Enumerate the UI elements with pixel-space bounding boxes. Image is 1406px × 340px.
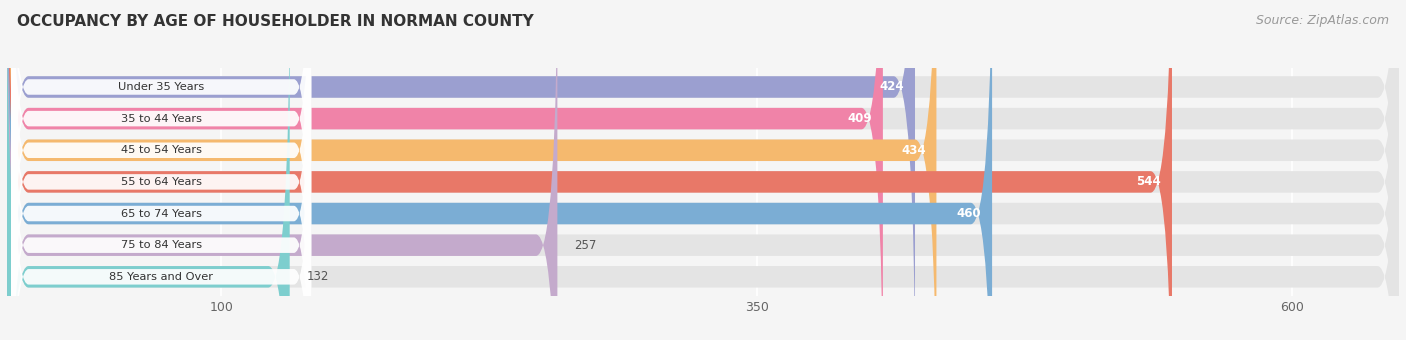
Text: 544: 544 [1136,175,1161,188]
FancyBboxPatch shape [7,0,1399,340]
FancyBboxPatch shape [7,0,1399,340]
Text: Source: ZipAtlas.com: Source: ZipAtlas.com [1256,14,1389,27]
FancyBboxPatch shape [7,0,1399,340]
FancyBboxPatch shape [7,0,290,340]
FancyBboxPatch shape [11,0,311,340]
FancyBboxPatch shape [7,0,1399,340]
Text: 85 Years and Over: 85 Years and Over [110,272,214,282]
FancyBboxPatch shape [7,0,1173,340]
Text: 434: 434 [901,144,925,157]
Text: 55 to 64 Years: 55 to 64 Years [121,177,201,187]
FancyBboxPatch shape [11,0,311,340]
FancyBboxPatch shape [11,0,311,340]
FancyBboxPatch shape [7,0,1399,340]
Text: 65 to 74 Years: 65 to 74 Years [121,208,201,219]
FancyBboxPatch shape [7,0,557,340]
FancyBboxPatch shape [7,0,993,340]
FancyBboxPatch shape [11,0,311,340]
Text: 75 to 84 Years: 75 to 84 Years [121,240,202,250]
FancyBboxPatch shape [7,0,883,340]
Text: 132: 132 [307,270,329,283]
Text: 257: 257 [575,239,598,252]
Text: 460: 460 [956,207,981,220]
Text: 45 to 54 Years: 45 to 54 Years [121,145,201,155]
FancyBboxPatch shape [7,0,936,340]
Text: 35 to 44 Years: 35 to 44 Years [121,114,201,124]
FancyBboxPatch shape [11,32,311,340]
Text: 424: 424 [880,81,904,94]
FancyBboxPatch shape [7,0,1399,340]
Text: 409: 409 [848,112,872,125]
FancyBboxPatch shape [7,0,915,340]
FancyBboxPatch shape [7,0,1399,340]
Text: Under 35 Years: Under 35 Years [118,82,204,92]
FancyBboxPatch shape [11,0,311,332]
FancyBboxPatch shape [11,0,311,340]
Text: OCCUPANCY BY AGE OF HOUSEHOLDER IN NORMAN COUNTY: OCCUPANCY BY AGE OF HOUSEHOLDER IN NORMA… [17,14,534,29]
